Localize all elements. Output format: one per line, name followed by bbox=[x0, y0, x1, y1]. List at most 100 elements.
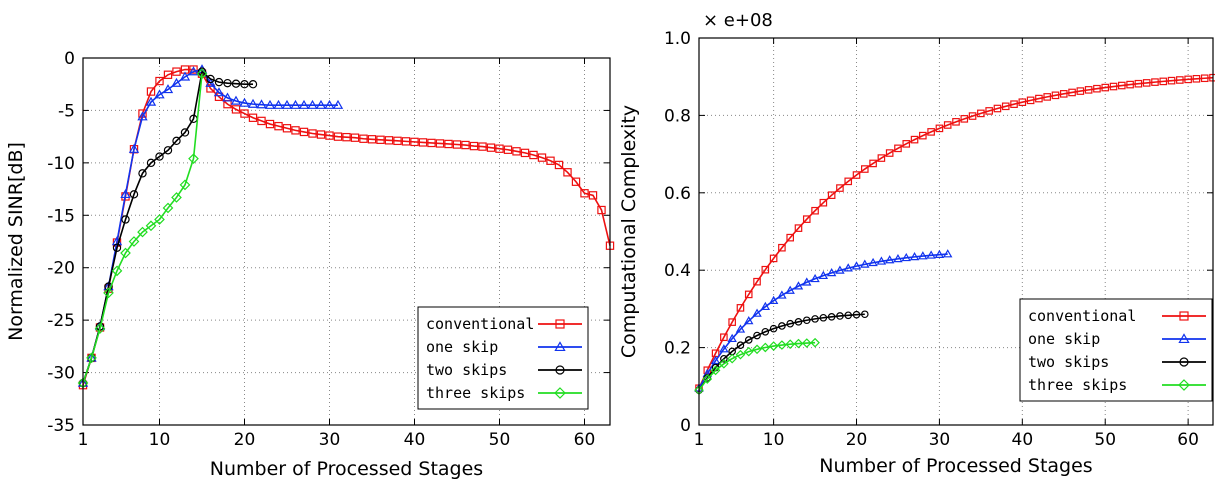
complexity-data-point bbox=[1176, 76, 1184, 84]
sinr-data-point bbox=[206, 84, 215, 93]
complexity-data-point bbox=[894, 144, 902, 153]
sinr-data-point bbox=[137, 111, 148, 121]
sinr-data-point bbox=[180, 128, 190, 137]
sinr-data-point bbox=[444, 139, 453, 149]
complexity-data-point bbox=[968, 112, 977, 120]
sinr-xtick-label: 20 bbox=[234, 430, 256, 450]
sinr-data-point bbox=[316, 130, 326, 139]
complexity-xtick-label: 10 bbox=[763, 430, 785, 450]
sinr-data-point bbox=[120, 188, 131, 199]
complexity-data-point bbox=[1051, 91, 1060, 100]
sinr-data-point bbox=[189, 65, 198, 74]
complexity-data-point bbox=[727, 353, 738, 364]
sinr-data-point bbox=[196, 68, 208, 80]
complexity-legend-label-three-skips: three skips bbox=[1028, 376, 1127, 394]
complexity-data-point bbox=[868, 257, 878, 267]
sinr-data-point bbox=[537, 153, 547, 162]
sinr-series-two-skips bbox=[78, 67, 258, 388]
complexity-data-point bbox=[844, 311, 853, 320]
complexity-data-point bbox=[902, 140, 911, 148]
complexity-data-point bbox=[1192, 74, 1201, 83]
sinr-data-point bbox=[308, 129, 317, 138]
sinr-data-point bbox=[163, 146, 173, 155]
sinr-data-point bbox=[179, 71, 191, 81]
sinr-series-line bbox=[82, 68, 611, 386]
complexity-data-point bbox=[985, 107, 993, 115]
sinr-data-point bbox=[256, 99, 267, 109]
sinr-data-point bbox=[145, 96, 157, 106]
complexity-data-point bbox=[885, 149, 894, 157]
sinr-data-point bbox=[188, 66, 199, 76]
complexity-data-point bbox=[826, 267, 837, 277]
complexity-data-point bbox=[720, 354, 728, 363]
sinr-data-point bbox=[247, 98, 259, 108]
sinr-data-point bbox=[213, 87, 225, 97]
complexity-data-point bbox=[735, 349, 746, 360]
sinr-plot-frame bbox=[82, 57, 611, 426]
complexity-y-axis-label: Computational Complexity bbox=[618, 105, 640, 358]
complexity-data-point bbox=[778, 243, 786, 252]
complexity-series-one-skip bbox=[694, 249, 953, 392]
complexity-data-point bbox=[927, 128, 935, 136]
sinr-data-point bbox=[231, 79, 241, 88]
complexity-data-point bbox=[926, 250, 936, 259]
complexity-data-point bbox=[977, 109, 985, 118]
sinr-data-point bbox=[128, 236, 140, 247]
sinr-data-point bbox=[571, 177, 581, 186]
complexity-series-line bbox=[698, 341, 816, 391]
complexity-data-point bbox=[1068, 88, 1076, 97]
sinr-data-point bbox=[129, 190, 139, 199]
complexity-data-point bbox=[811, 206, 819, 215]
sinr-data-point bbox=[342, 132, 351, 142]
complexity-ytick-label: 0.2 bbox=[664, 339, 691, 359]
sinr-data-point bbox=[163, 70, 173, 79]
complexity-data-point bbox=[777, 290, 787, 299]
complexity-data-point bbox=[768, 341, 779, 351]
sinr-data-point bbox=[512, 147, 521, 156]
sinr-data-point bbox=[240, 80, 249, 89]
sinr-data-point bbox=[248, 113, 258, 122]
complexity-xtick-label: 60 bbox=[1177, 430, 1199, 450]
sinr-data-point bbox=[546, 156, 555, 165]
complexity-y-multiplier: × e+08 bbox=[703, 10, 773, 31]
sinr-data-point bbox=[384, 136, 394, 145]
sinr-data-point bbox=[86, 352, 97, 364]
complexity-data-point bbox=[1001, 102, 1010, 111]
sinr-data-point bbox=[401, 137, 411, 146]
complexity-data-point bbox=[811, 315, 819, 323]
complexity-data-point bbox=[893, 253, 903, 263]
complexity-data-point bbox=[1126, 80, 1134, 89]
sinr-data-point bbox=[179, 179, 191, 191]
complexity-data-point bbox=[768, 295, 779, 305]
complexity-data-point bbox=[752, 344, 762, 355]
sinr-data-point bbox=[223, 78, 232, 88]
sinr-legend-label-two-skips: two skips bbox=[426, 361, 507, 379]
sinr-xtick-label: 40 bbox=[404, 430, 426, 450]
complexity-data-point bbox=[910, 135, 919, 144]
complexity-data-point bbox=[719, 358, 729, 369]
sinr-data-point bbox=[120, 247, 131, 259]
sinr-ytick-label: -25 bbox=[47, 311, 75, 331]
sinr-data-point bbox=[248, 80, 258, 89]
sinr-ytick-label: -35 bbox=[47, 416, 75, 436]
complexity-data-point bbox=[884, 255, 895, 264]
sinr-data-point bbox=[486, 143, 496, 152]
complexity-xtick-label: 50 bbox=[1094, 430, 1116, 450]
complexity-data-point bbox=[1043, 93, 1051, 101]
complexity-data-point bbox=[702, 374, 713, 384]
sinr-data-point bbox=[137, 226, 148, 238]
sinr-data-point bbox=[231, 105, 241, 114]
sinr-xtick-label: 10 bbox=[149, 430, 171, 450]
complexity-chart-svg: 1 10 20 30 40 50 60 0 0.2 0.4 0.6 0.8 1.0 Number of P… bbox=[618, 10, 1215, 477]
sinr-data-point bbox=[154, 214, 165, 225]
sinr-data-point bbox=[563, 168, 572, 177]
sinr-data-point bbox=[367, 135, 377, 144]
sinr-data-point bbox=[324, 99, 335, 109]
complexity-legend-label-two-skips: two skips bbox=[1028, 353, 1109, 371]
complexity-series-line bbox=[698, 253, 948, 389]
complexity-data-point bbox=[1184, 75, 1192, 84]
sinr-xtick-label: 30 bbox=[319, 430, 341, 450]
complexity-data-point bbox=[993, 104, 1002, 113]
complexity-data-point bbox=[736, 304, 745, 312]
complexity-data-point bbox=[736, 341, 745, 350]
